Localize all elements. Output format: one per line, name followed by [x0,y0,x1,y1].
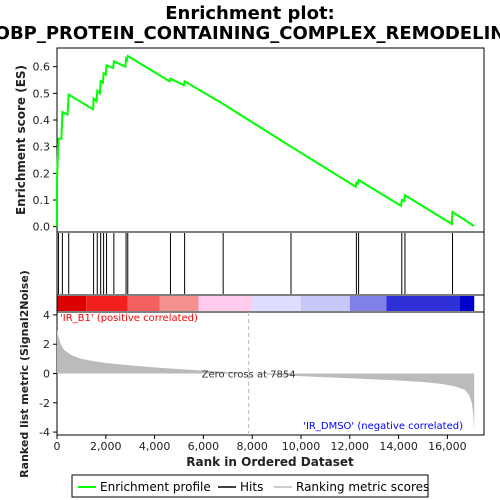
heatmap-band [159,296,199,311]
legend: Enrichment profile Hits Ranking metric s… [71,474,429,498]
heatmap-band [86,296,128,311]
es-plot-frame [56,47,485,233]
hits-plot-frame [56,231,485,296]
hits-panel [56,231,485,296]
es-y-tick-label: 0.5 [33,87,51,100]
metric-x-tick-label: 16,000 [428,440,467,453]
es-y-tick-label: 0.3 [33,141,51,154]
metric-x-tick-label: 4,000 [139,440,171,453]
metric-x-axis: 0 2,000 4,000 6,000 8,000 10,000 12,000 14,000 1… [54,435,467,453]
metric-x-tick-label: 10,000 [282,440,321,453]
heatmap-band [127,296,160,311]
enrichment-profile-line [56,54,475,227]
metric-y-axis: -4 -2 0 2 4 [39,309,57,439]
metric-x-tick-label: 12,000 [331,440,370,453]
positive-correlated-label: 'IR_B1' (positive correlated) [60,313,198,324]
metric-y-tick-label: -2 [39,397,50,410]
legend-label-hits: Hits [240,480,263,494]
rank-heatmap-bands [57,296,475,311]
es-panel: 0.0 0.1 0.2 0.3 0.4 0.5 0.6 Enrichment score (… [14,47,485,234]
metric-y-axis-label: Ranked list metric (Signal2Noise) [18,270,31,478]
metric-x-tick-label: 6,000 [188,440,220,453]
chart-subtitle: GOBP_PROTEIN_CONTAINING_COMPLEX_REMODELI… [0,23,500,44]
es-y-tick-label: 0.2 [33,167,51,180]
legend-frame [71,474,429,498]
es-y-axis-label: Enrichment score (ES) [14,65,28,215]
heatmap-band [386,296,460,311]
metric-x-tick-label: 14,000 [379,440,418,453]
metric-y-tick-label: 2 [43,338,50,351]
legend-label-ranking-metric: Ranking metric scores [296,480,429,494]
metric-panel: -4 -2 0 2 4 0 2,000 4,000 6,000 8,000 10,000 12,00… [18,270,485,478]
es-y-tick-label: 0.4 [33,114,51,127]
heatmap-band [252,296,301,311]
metric-y-tick-label: 0 [43,368,50,381]
metric-x-axis-label: Rank in Ordered Dataset [186,455,354,469]
es-y-tick-label: 0.6 [33,61,51,74]
ranking-metric-area [57,329,475,431]
metric-x-tick-label: 2,000 [90,440,122,453]
rank-heatmap-panel [56,294,485,313]
heatmap-band [459,296,475,311]
legend-label-enrichment-profile: Enrichment profile [100,480,211,494]
es-y-tick-label: 0.0 [33,221,51,234]
metric-x-tick-label: 8,000 [236,440,268,453]
heatmap-band [198,296,253,311]
es-y-axis: 0.0 0.1 0.2 0.3 0.4 0.5 0.6 [33,61,57,234]
heatmap-band [349,296,387,311]
es-y-tick-label: 0.1 [33,194,51,207]
zero-cross-label: Zero cross at 7854 [202,370,296,381]
negative-correlated-label: 'IR_DMSO' (negative correlated) [303,421,463,432]
hit-lines [57,233,454,294]
heatmap-band [301,296,350,311]
metric-y-tick-label: 4 [43,309,50,322]
heatmap-band [57,296,87,311]
metric-x-tick-label: 0 [54,440,61,453]
metric-y-tick-label: -4 [39,426,50,439]
chart-title: Enrichment plot: [165,3,335,24]
